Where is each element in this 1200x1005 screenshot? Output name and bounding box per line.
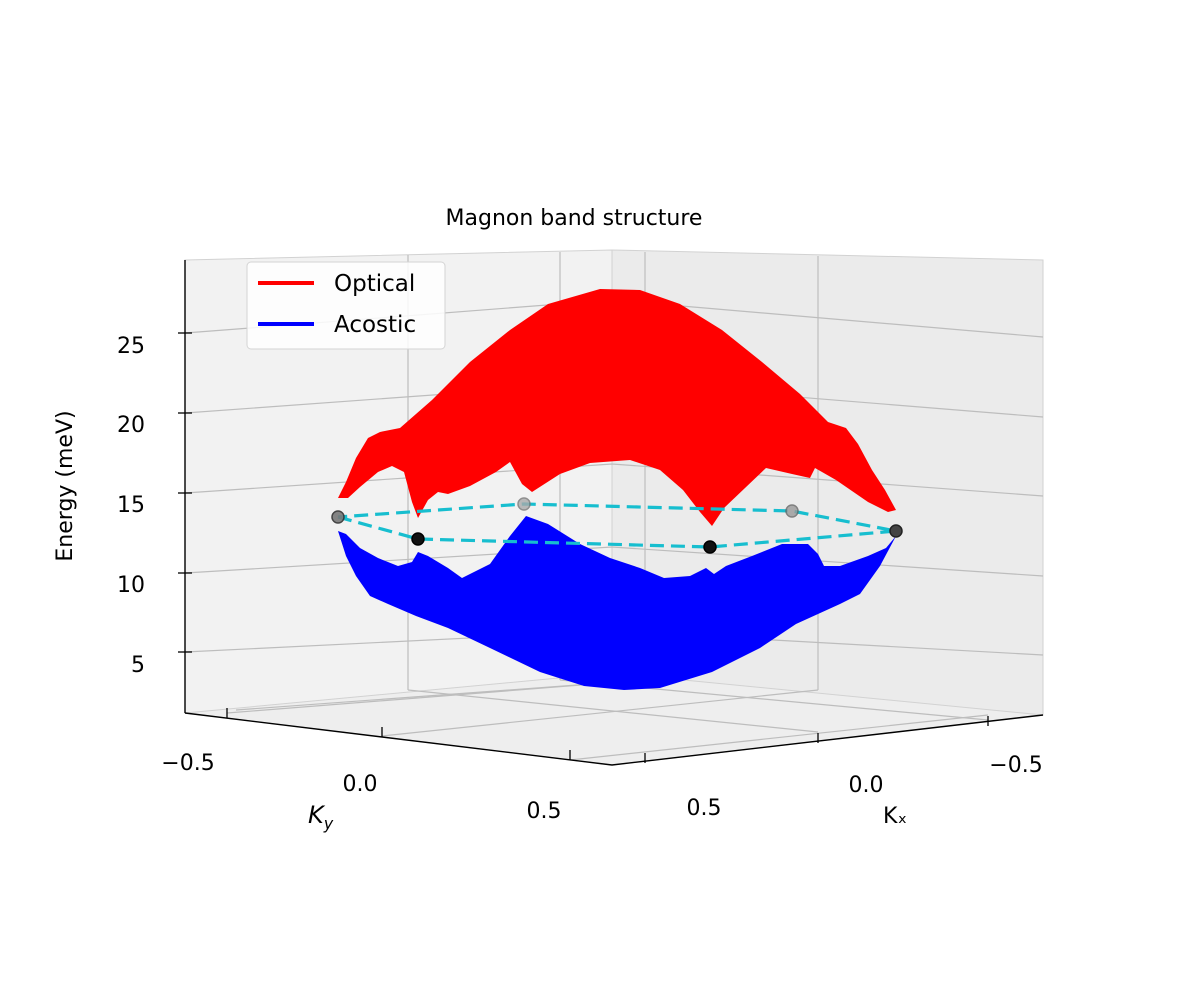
z-ticks: 5 10 15 20 25: [117, 332, 192, 678]
grid-floor-5: [226, 679, 646, 714]
floor-axis-lines: [184, 712, 1044, 766]
path-point: [411, 532, 425, 546]
y-tick-label: 0.0: [343, 772, 378, 797]
z-tick-label: 20: [117, 413, 145, 438]
grid-floor-4: [381, 689, 819, 737]
grid-line-15: [184, 463, 1044, 497]
grid-line-10: [184, 546, 1044, 577]
y-axis-label-main: K: [308, 801, 326, 829]
path-point: [517, 497, 531, 511]
y-axis-label: Ky: [308, 801, 334, 833]
path-point: [889, 524, 903, 538]
x-axis-label: Kₓ: [883, 804, 907, 829]
path-point: [785, 504, 799, 518]
y-ticks: −0.5 0.0 0.5: [161, 708, 571, 824]
legend: Optical Acostic: [246, 261, 446, 350]
legend-label-optical: Optical: [334, 271, 415, 297]
z-tick-label: 10: [117, 573, 145, 598]
y-tick-label: −0.5: [161, 751, 214, 776]
chart-title: Magnon band structure: [446, 206, 703, 231]
path-point: [331, 510, 345, 524]
grid-floor-6: [569, 714, 989, 761]
z-tick-label: 15: [117, 493, 145, 518]
y-tick-label: 0.5: [527, 799, 562, 824]
optical-band-surface: [338, 289, 896, 526]
y-axis-label-sub: y: [323, 814, 334, 833]
z-axis-label: Energy (meV): [53, 410, 78, 561]
x-tick-label: 0.0: [849, 773, 884, 798]
x-tick-label: 0.5: [687, 796, 722, 821]
grid-floor-2: [407, 689, 819, 733]
acoustic-band-surface: [338, 516, 896, 690]
legend-label-acoustic: Acostic: [334, 312, 416, 338]
path-point: [703, 540, 717, 554]
z-tick-label: 25: [117, 334, 145, 359]
x-tick-label: −0.5: [989, 753, 1042, 778]
path-points: [331, 497, 903, 554]
z-tick-label: 5: [131, 653, 145, 678]
x-ticks: −0.5 0.0 0.5: [644, 716, 1043, 821]
